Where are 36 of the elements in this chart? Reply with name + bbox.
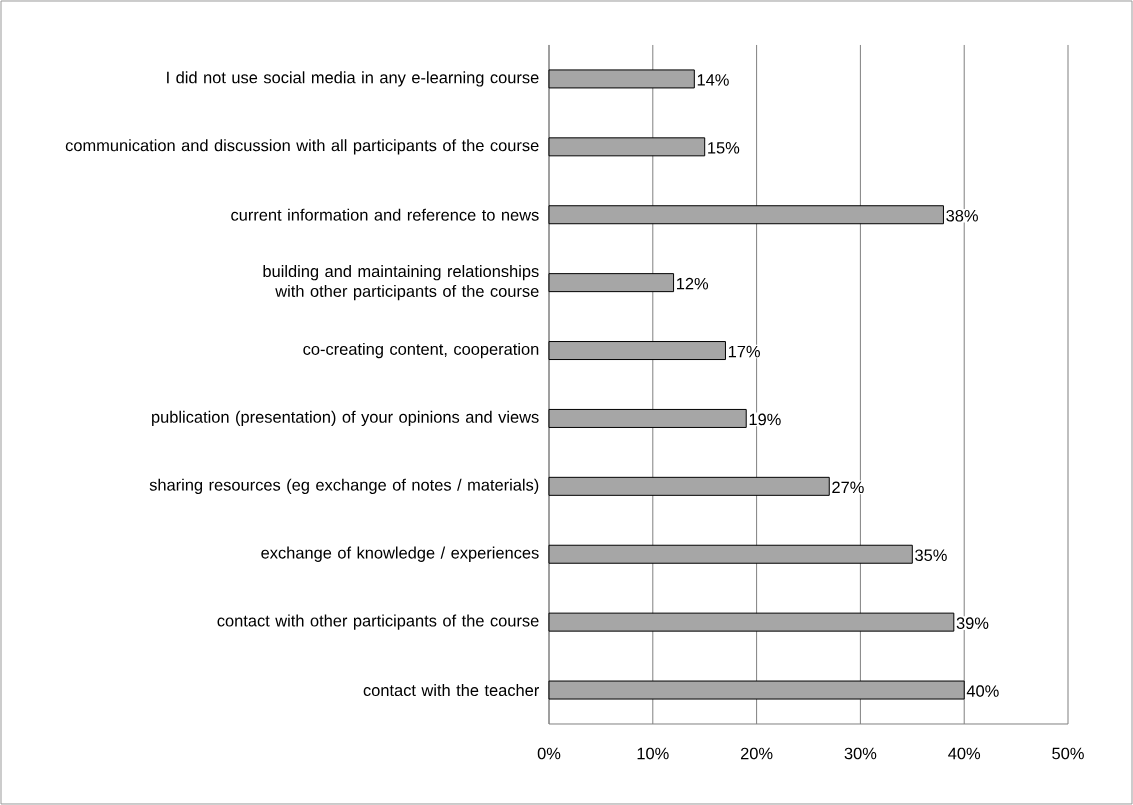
y-tick-label: sharing resources (eg exchange of notes / materials) (149, 478, 539, 494)
y-tick-label: contact with the teacher (363, 684, 540, 697)
bar (548, 273, 675, 293)
y-tick-label: current information and reference to news (231, 208, 539, 221)
bar (548, 69, 695, 89)
x-tick-label: 10% (637, 747, 669, 760)
data-label: 15% (708, 142, 740, 154)
data-label: 14% (697, 74, 729, 86)
y-tick-label: co-creating content, cooperation (303, 342, 539, 359)
data-label: 39% (956, 617, 989, 629)
data-label: 27% (832, 481, 864, 494)
y-tick-label: building and maintaining relationships with other participants of the course (263, 265, 539, 301)
bar (548, 408, 747, 428)
data-label: 17% (728, 345, 760, 358)
x-tick-label: 20% (740, 747, 773, 760)
bar (548, 205, 944, 225)
bar (548, 544, 913, 564)
bar (548, 612, 955, 632)
data-label: 19% (749, 413, 781, 426)
x-tick-label: 40% (948, 747, 981, 760)
data-label: 12% (677, 277, 709, 290)
y-tick-label: publication (presentation) of your opinions and views (152, 410, 539, 427)
bar (548, 476, 830, 496)
bar (548, 137, 706, 157)
y-tick-label: I did not use social media in any e-learning course (167, 71, 539, 87)
y-tick-label: communication and discussion with all participants of the course (65, 139, 539, 155)
x-tick-label: 50% (1052, 747, 1084, 760)
y-tick-label: contact with other participants of the course (217, 614, 539, 630)
y-tick-label: exchange of knowledge / experiences (261, 546, 539, 562)
bar (548, 341, 726, 361)
x-tick-label: 0% (537, 747, 561, 760)
data-label: 38% (946, 209, 978, 222)
data-label: 35% (915, 549, 947, 562)
data-label: 40% (966, 685, 999, 697)
bar (548, 680, 965, 700)
x-tick-label: 30% (844, 747, 877, 760)
